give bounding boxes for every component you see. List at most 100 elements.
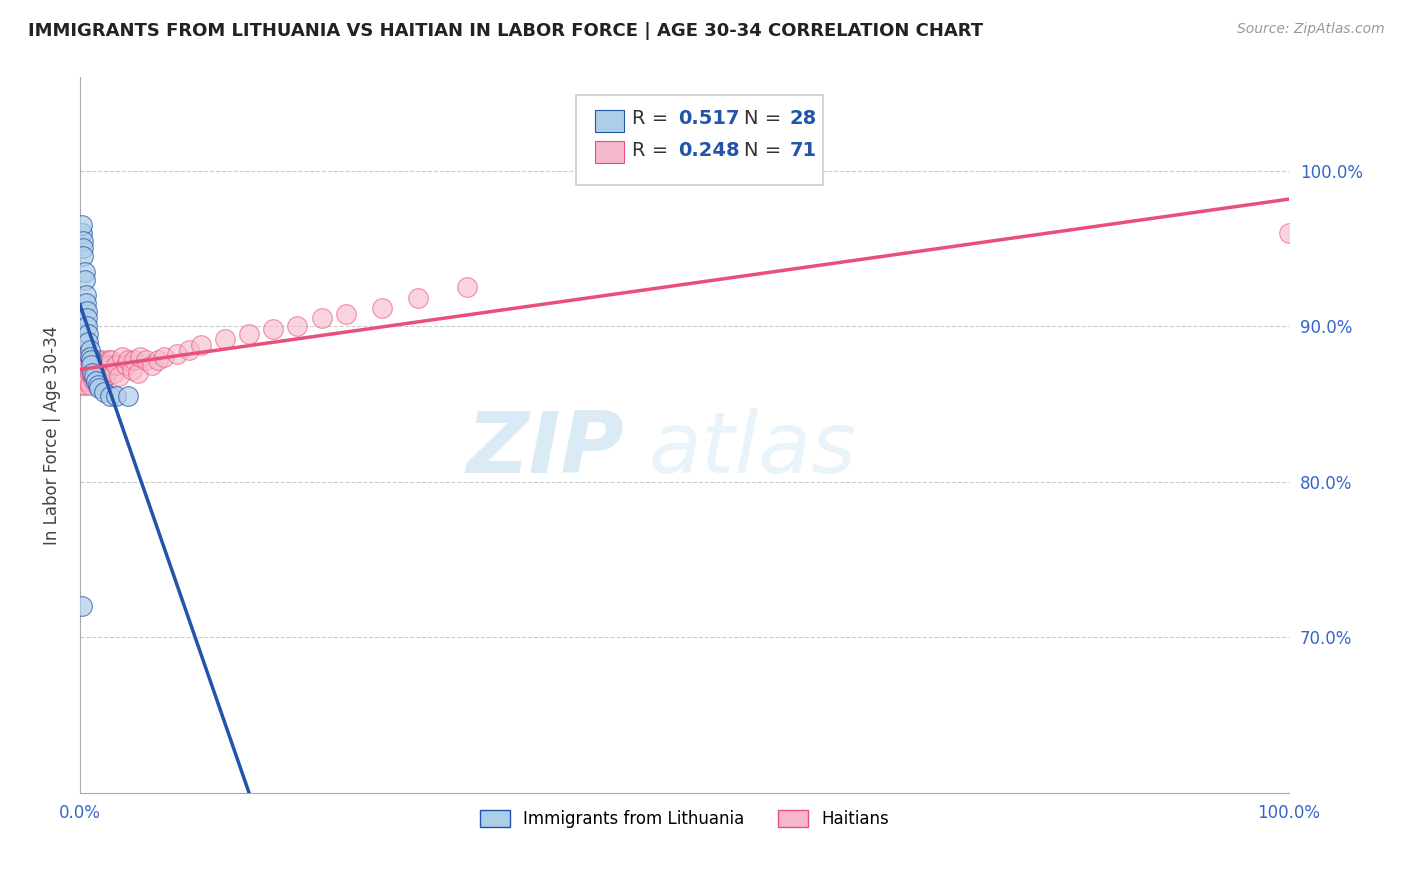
Point <box>135 353 157 368</box>
Point <box>89 374 111 388</box>
Point <box>93 384 115 399</box>
FancyBboxPatch shape <box>595 111 624 132</box>
Point <box>84 374 107 388</box>
Point <box>72 226 94 240</box>
Text: 71: 71 <box>790 141 817 160</box>
Point <box>127 366 149 380</box>
Text: 0.248: 0.248 <box>678 141 740 160</box>
Point <box>1278 226 1301 240</box>
Point <box>80 353 103 368</box>
Point <box>111 351 134 365</box>
Text: Source: ZipAtlas.com: Source: ZipAtlas.com <box>1237 22 1385 37</box>
Point <box>91 358 114 372</box>
Point <box>72 351 94 365</box>
Point <box>70 374 93 388</box>
Point <box>107 368 129 383</box>
Point <box>76 311 98 326</box>
Point <box>98 389 121 403</box>
Point <box>80 363 103 377</box>
Point <box>80 358 103 372</box>
Point <box>83 368 105 383</box>
Point <box>77 358 100 372</box>
Point <box>80 351 103 365</box>
Y-axis label: In Labor Force | Age 30-34: In Labor Force | Age 30-34 <box>44 326 60 545</box>
Point <box>122 353 145 368</box>
Point <box>80 368 103 383</box>
Point <box>97 353 120 368</box>
Point <box>287 319 309 334</box>
Point <box>214 332 236 346</box>
Point <box>87 366 110 380</box>
Text: R =: R = <box>633 110 675 128</box>
Point <box>117 353 139 368</box>
Point <box>82 366 104 380</box>
Text: N =: N = <box>744 110 787 128</box>
Point <box>72 363 94 377</box>
Point <box>89 366 111 380</box>
Point <box>96 368 118 383</box>
Legend: Immigrants from Lithuania, Haitians: Immigrants from Lithuania, Haitians <box>474 803 896 834</box>
Point <box>90 378 112 392</box>
Point <box>72 368 94 383</box>
Point <box>238 326 260 341</box>
Point <box>97 363 120 377</box>
Point <box>79 343 101 357</box>
Point <box>73 378 96 392</box>
Point <box>77 326 100 341</box>
Point <box>75 296 97 310</box>
Point <box>72 358 94 372</box>
Point <box>77 347 100 361</box>
Point <box>121 363 143 377</box>
Text: 0.517: 0.517 <box>678 110 740 128</box>
Point <box>141 358 163 372</box>
Point <box>262 322 284 336</box>
Point <box>148 353 170 368</box>
Point <box>72 234 94 248</box>
Point <box>75 288 97 302</box>
Point <box>73 272 96 286</box>
Point <box>72 378 94 392</box>
Point <box>75 353 97 368</box>
Point <box>82 353 104 368</box>
Point <box>311 311 333 326</box>
Point <box>73 265 96 279</box>
Point <box>76 363 98 377</box>
Point <box>80 366 103 380</box>
Text: ZIP: ZIP <box>467 408 624 491</box>
Point <box>72 242 94 256</box>
Text: 28: 28 <box>790 110 817 128</box>
Point <box>83 358 105 372</box>
Point <box>89 381 111 395</box>
Point <box>129 351 152 365</box>
Point <box>117 389 139 403</box>
Point <box>76 374 98 388</box>
Point <box>190 338 212 352</box>
Point <box>105 389 128 403</box>
Point <box>84 363 107 377</box>
Point <box>79 351 101 365</box>
Point <box>70 366 93 380</box>
Point <box>89 358 111 372</box>
Point <box>80 358 103 372</box>
Point <box>114 358 136 372</box>
Point <box>72 599 94 613</box>
Point <box>456 280 478 294</box>
Point <box>86 353 108 368</box>
Point <box>153 351 176 365</box>
Point <box>75 366 97 380</box>
Point <box>371 301 394 315</box>
Text: IMMIGRANTS FROM LITHUANIA VS HAITIAN IN LABOR FORCE | AGE 30-34 CORRELATION CHAR: IMMIGRANTS FROM LITHUANIA VS HAITIAN IN … <box>28 22 983 40</box>
Point <box>94 358 117 372</box>
Point <box>87 378 110 392</box>
Point <box>93 366 115 380</box>
Point <box>84 368 107 383</box>
Text: R =: R = <box>633 141 675 160</box>
Point <box>73 353 96 368</box>
FancyBboxPatch shape <box>575 95 824 185</box>
Point <box>76 319 98 334</box>
Point <box>100 353 122 368</box>
Text: N =: N = <box>744 141 787 160</box>
Point <box>83 374 105 388</box>
Point <box>87 353 110 368</box>
FancyBboxPatch shape <box>595 141 624 162</box>
